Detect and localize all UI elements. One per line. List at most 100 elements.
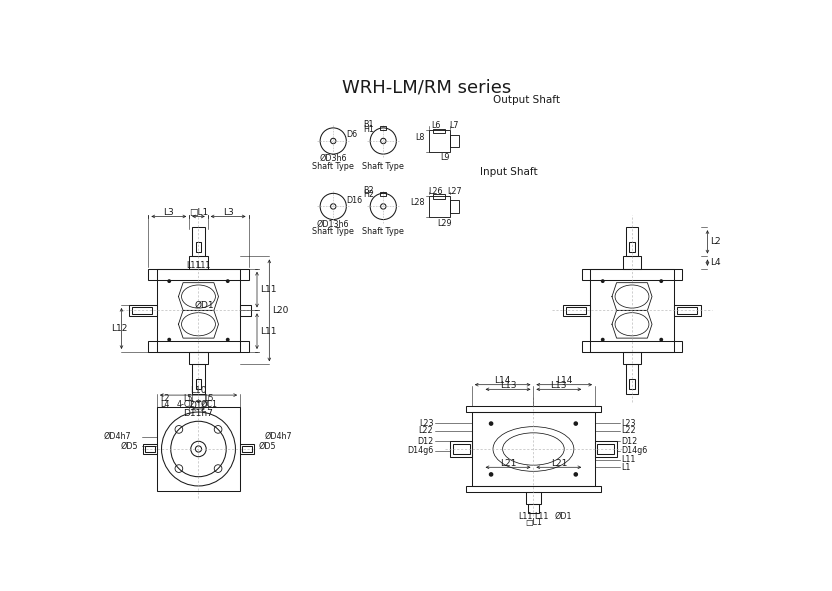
Bar [626,227,638,256]
Circle shape [601,337,605,342]
Text: L11: L11 [260,327,276,336]
Bar [145,446,156,452]
Bar [466,486,602,492]
Text: ØD3h6: ØD3h6 [319,154,347,163]
Circle shape [601,279,605,283]
Bar [566,307,586,314]
Circle shape [488,472,493,477]
Text: B2: B2 [364,186,374,195]
Bar [676,307,696,314]
Bar [196,242,201,252]
Bar [582,341,682,352]
Text: L1: L1 [622,463,631,472]
Bar [192,227,205,256]
Text: L22: L22 [418,426,433,435]
Text: L12: L12 [111,324,127,333]
Bar [143,444,157,454]
Text: D14g6: D14g6 [622,446,647,455]
Bar [380,126,386,130]
Bar [240,305,250,316]
Bar [380,192,386,196]
Text: L27: L27 [447,187,462,196]
Text: L4: L4 [711,258,721,267]
Text: D11h7: D11h7 [184,409,214,418]
Text: Output Shaft: Output Shaft [493,95,561,105]
Bar [129,305,157,316]
Bar [595,441,617,457]
Bar [429,196,449,217]
Bar [453,444,469,454]
Text: ØD13h6: ØD13h6 [317,220,349,229]
Text: L8: L8 [415,132,425,142]
Bar [597,444,614,454]
Text: L11: L11 [518,512,533,521]
Text: ØD1: ØD1 [555,512,572,521]
Circle shape [659,279,663,283]
Text: L2: L2 [160,394,170,404]
Bar [472,413,595,486]
Text: L23: L23 [622,418,636,427]
Bar [433,194,445,199]
Circle shape [167,279,171,283]
Text: L3: L3 [163,208,174,217]
Text: Shaft Type: Shaft Type [312,228,354,236]
Text: L28: L28 [410,198,425,207]
Bar [196,379,201,389]
Bar [429,130,449,152]
Text: L13: L13 [500,381,517,390]
Text: L10: L10 [191,386,206,395]
Bar [192,364,205,394]
Bar [622,256,641,269]
Text: D12: D12 [417,437,433,446]
Text: Shaft Type: Shaft Type [363,228,404,236]
Text: L11: L11 [186,261,201,270]
Bar [629,242,635,252]
Text: L11: L11 [622,455,636,465]
Text: L7: L7 [449,121,459,130]
Bar [449,135,458,147]
Bar [674,305,701,316]
Text: L11: L11 [196,261,211,270]
Bar [466,406,602,413]
Bar [433,129,445,134]
Bar [626,364,638,394]
Text: L9: L9 [440,154,449,163]
Text: ØD1: ØD1 [195,301,215,310]
Circle shape [573,472,578,477]
Text: L14: L14 [494,375,511,385]
Text: □L1: □L1 [525,518,542,527]
Circle shape [225,337,230,342]
Bar [148,341,249,352]
Bar [241,446,252,452]
Text: Shaft Type: Shaft Type [312,162,354,171]
Text: Shaft Type: Shaft Type [363,162,404,171]
Bar [562,305,591,316]
Circle shape [659,337,663,342]
Bar [189,352,208,364]
Bar [132,307,152,314]
Text: WRH-LM/RM series: WRH-LM/RM series [342,78,511,96]
Text: L14: L14 [556,375,572,385]
Text: D6: D6 [346,131,358,139]
Circle shape [167,337,171,342]
Bar [450,441,472,457]
Text: L26: L26 [428,187,443,196]
Bar [449,200,458,213]
Text: L29: L29 [438,219,453,228]
Text: H2: H2 [363,190,374,199]
Text: ØD4h7: ØD4h7 [265,432,292,441]
Text: L11: L11 [534,512,548,521]
Text: L21: L21 [500,459,516,468]
Text: L20: L20 [272,306,289,315]
Text: D10: D10 [190,401,208,410]
Text: ØC1: ØC1 [201,400,218,409]
Text: H1: H1 [363,125,374,134]
Text: L6: L6 [431,121,440,130]
Text: L13: L13 [551,381,567,390]
Text: L5: L5 [205,394,214,404]
Bar [157,269,240,352]
Text: ØD5: ØD5 [259,441,276,450]
Text: L3: L3 [223,208,234,217]
Bar [629,379,635,389]
Bar [622,352,641,364]
